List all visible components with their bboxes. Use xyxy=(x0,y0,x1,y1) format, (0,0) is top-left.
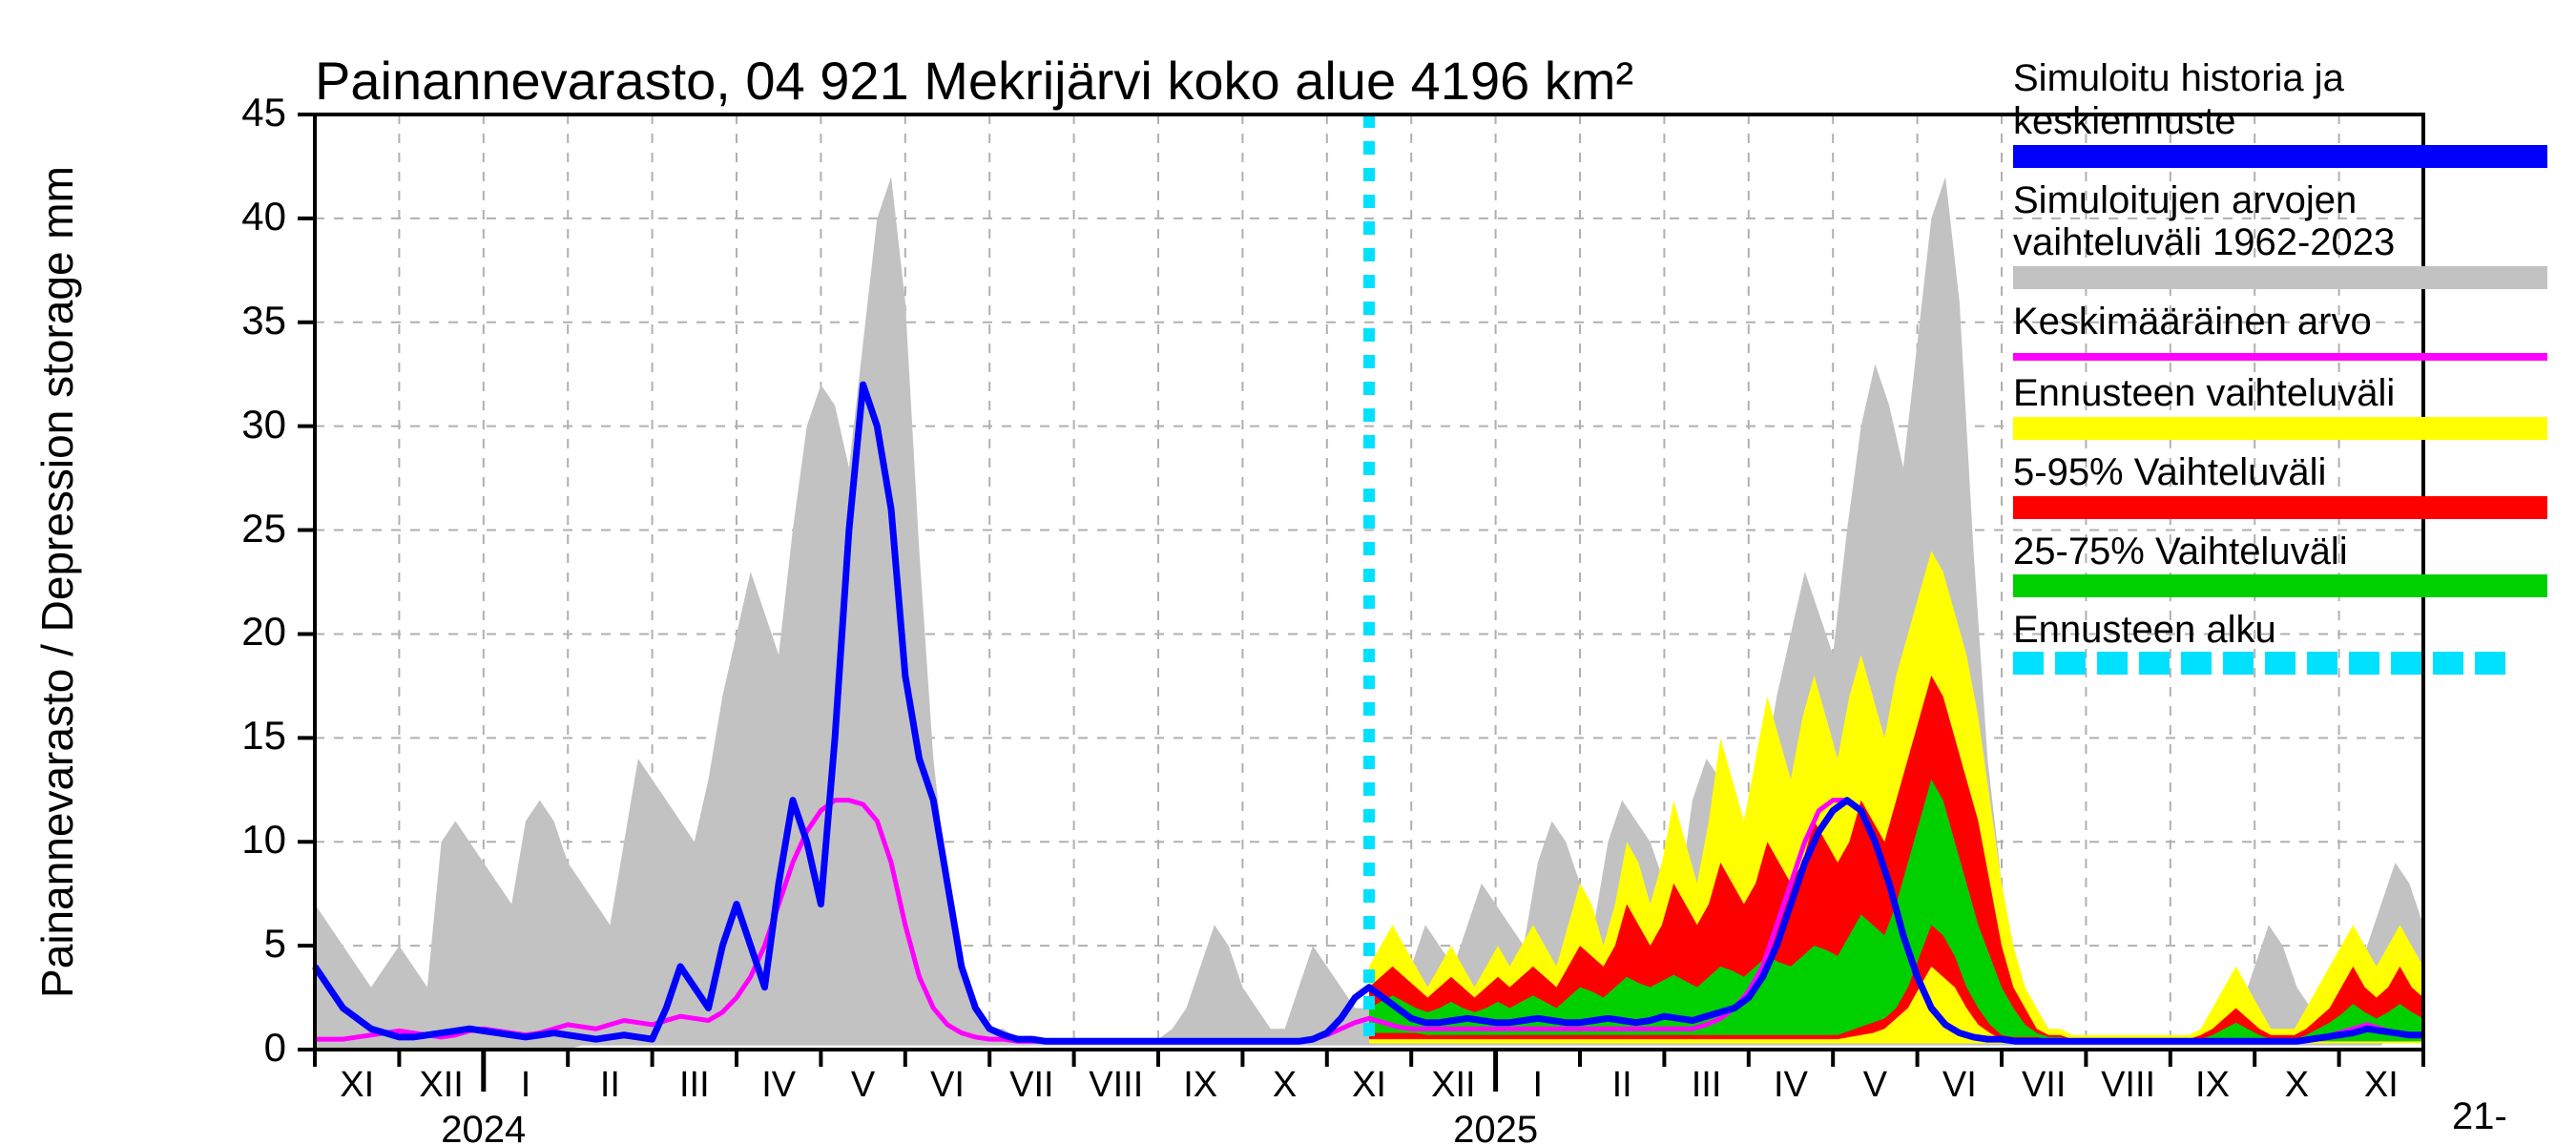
legend-label: 25-75% Vaihteluväli xyxy=(2013,531,2547,573)
legend-label: Simuloitujen arvojen xyxy=(2013,179,2547,222)
legend-entry: Keskimääräinen arvo xyxy=(2013,301,2547,361)
y-tick-label: 45 xyxy=(191,90,286,135)
legend-entry: Simuloitujen arvojenvaihteluväli 1962-20… xyxy=(2013,179,2547,290)
legend-entry: 25-75% Vaihteluväli xyxy=(2013,531,2547,598)
x-tick-label: X xyxy=(1273,1065,1297,1106)
legend-label: Simuloitu historia ja xyxy=(2013,57,2547,100)
y-tick-label: 10 xyxy=(191,817,286,863)
legend: Simuloitu historia jakeskiennusteSimuloi… xyxy=(2013,57,2547,686)
x-tick-label: IV xyxy=(1774,1065,1808,1106)
legend-label: Ennusteen vaihteluväli xyxy=(2013,372,2547,415)
y-axis-title: Painannevarasto / Depression storage mm xyxy=(31,166,83,998)
y-tick-label: 0 xyxy=(191,1025,286,1071)
chart-title: Painannevarasto, 04 921 Mekrijärvi koko … xyxy=(315,50,1633,112)
legend-entry: 5-95% Vaihteluväli xyxy=(2013,451,2547,519)
x-tick-label: VII xyxy=(2022,1065,2066,1106)
legend-swatch xyxy=(2013,496,2547,519)
legend-swatch xyxy=(2013,417,2547,440)
x-tick-label: XI xyxy=(340,1065,374,1106)
x-tick-label: XI xyxy=(1352,1065,1386,1106)
y-tick-label: 40 xyxy=(191,194,286,239)
legend-swatch xyxy=(2013,145,2547,168)
legend-entry: Ennusteen alku xyxy=(2013,609,2547,675)
x-tick-label: VI xyxy=(930,1065,965,1106)
legend-swatch xyxy=(2013,574,2547,597)
x-tick-label: IX xyxy=(2195,1065,2230,1106)
x-tick-label: II xyxy=(600,1065,620,1106)
x-tick-label: III xyxy=(1692,1065,1722,1106)
y-tick-label: 15 xyxy=(191,713,286,759)
y-tick-label: 5 xyxy=(191,921,286,967)
footer-timestamp: 21-Nov-2024 14:08 WSFS-O xyxy=(2452,1095,2576,1145)
legend-label: keskiennuste xyxy=(2013,100,2547,143)
legend-label: Ennusteen alku xyxy=(2013,609,2547,652)
legend-label: vaihteluväli 1962-2023 xyxy=(2013,221,2547,264)
y-tick-label: 30 xyxy=(191,402,286,448)
legend-entry: Ennusteen vaihteluväli xyxy=(2013,372,2547,440)
x-tick-label: I xyxy=(1533,1065,1544,1106)
x-tick-label: X xyxy=(2285,1065,2309,1106)
y-tick-label: 25 xyxy=(191,506,286,552)
x-tick-label: II xyxy=(1612,1065,1632,1106)
x-tick-label: V xyxy=(851,1065,875,1106)
x-tick-label: XI xyxy=(2364,1065,2399,1106)
x-tick-label: VII xyxy=(1009,1065,1053,1106)
x-tick-label: VIII xyxy=(1089,1065,1143,1106)
legend-label: Keskimääräinen arvo xyxy=(2013,301,2547,344)
year-label: 2025 xyxy=(1453,1109,1538,1145)
y-tick-label: 35 xyxy=(191,298,286,344)
x-tick-label: XII xyxy=(1431,1065,1475,1106)
x-tick-label: III xyxy=(679,1065,710,1106)
x-tick-label: IX xyxy=(1183,1065,1217,1106)
y-tick-label: 20 xyxy=(191,609,286,655)
x-tick-label: IV xyxy=(761,1065,796,1106)
x-tick-label: VIII xyxy=(2101,1065,2155,1106)
legend-line-swatch xyxy=(2013,353,2547,361)
x-tick-label: XII xyxy=(419,1065,463,1106)
legend-swatch xyxy=(2013,266,2547,289)
chart-root: Painannevarasto / Depression storage mm … xyxy=(0,0,2576,1145)
x-tick-label: V xyxy=(1863,1065,1887,1106)
year-label: 2024 xyxy=(441,1109,526,1145)
x-tick-label: I xyxy=(521,1065,531,1106)
legend-entry: Simuloitu historia jakeskiennuste xyxy=(2013,57,2547,168)
legend-dash-swatch xyxy=(2013,652,2547,675)
legend-label: 5-95% Vaihteluväli xyxy=(2013,451,2547,494)
x-tick-label: VI xyxy=(1942,1065,1977,1106)
